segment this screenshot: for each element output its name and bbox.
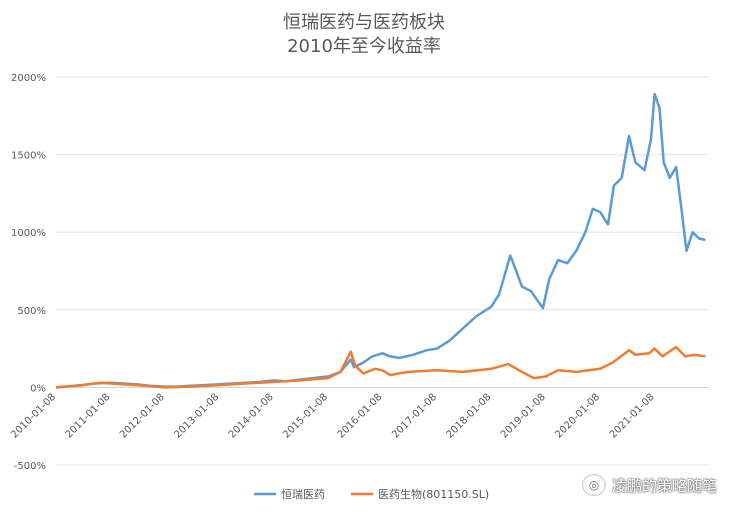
chart-title: 恒瑞医药与医药板块	[283, 12, 445, 33]
y-axis-ticks: 2000% 1500% 1000% 500% 0% -500%	[11, 73, 46, 472]
wechat-icon: ◎	[581, 474, 606, 496]
x-tick-label: 2020-01-08	[553, 392, 602, 441]
y-tick-label: 0%	[30, 383, 46, 394]
y-tick-label: 1500%	[11, 151, 46, 162]
x-tick-label: 2017-01-08	[390, 392, 439, 441]
y-tick-label: 1000%	[11, 228, 46, 239]
x-tick-label: 2011-01-08	[64, 392, 113, 441]
x-tick-label: 2013-01-08	[173, 392, 222, 441]
x-tick-label: 2019-01-08	[499, 392, 548, 441]
x-tick-label: 2015-01-08	[281, 392, 330, 441]
y-tick-label: -500%	[14, 461, 46, 472]
x-tick-label: 2021-01-08	[608, 392, 657, 441]
chart-subtitle: 2010年至今收益率	[287, 36, 441, 57]
y-tick-label: 2000%	[11, 73, 46, 84]
series-line-2	[55, 345, 706, 389]
legend-label-1: 恒瑞医药	[281, 487, 325, 501]
watermark-text: 凌鹏的策略随笔	[611, 476, 717, 495]
x-axis-ticks: 2010-01-08 2011-01-08 2012-01-08 2013-01-08…	[9, 392, 656, 441]
x-tick-label: 2014-01-08	[227, 392, 276, 441]
series-lines	[55, 92, 706, 389]
series-line-1	[55, 92, 706, 389]
legend-label-2: 医药生物(801150.SL)	[378, 487, 489, 501]
x-tick-label: 2018-01-08	[445, 392, 494, 441]
y-tick-label: 500%	[17, 306, 46, 317]
x-tick-label: 2016-01-08	[336, 392, 385, 441]
watermark: ◎ 凌鹏的策略随笔	[581, 474, 717, 496]
x-tick-label: 2012-01-08	[118, 392, 167, 441]
x-tick-label: 2010-01-08	[9, 392, 58, 441]
legend: 恒瑞医药 医药生物(801150.SL)	[254, 487, 489, 501]
